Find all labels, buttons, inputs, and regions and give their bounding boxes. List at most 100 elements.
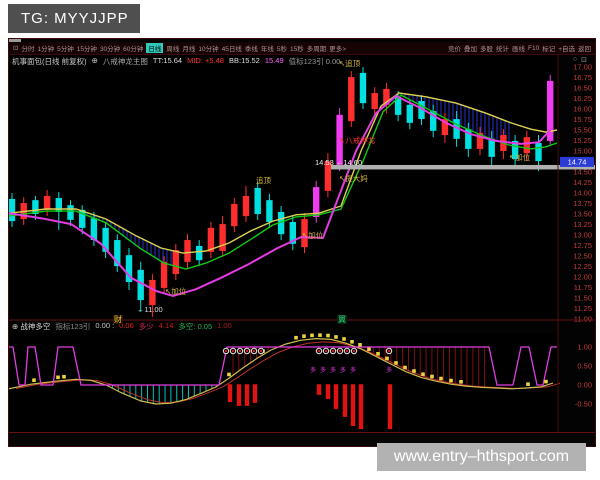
toolbar-tool-8[interactable]: 返回	[578, 46, 591, 53]
price-axis-label: 12.75	[573, 241, 592, 250]
price-axis-label: 12.00	[573, 273, 592, 282]
chart-corner-icons: ○ ⊡	[573, 56, 587, 64]
toolbar-period-16[interactable]: 多周期	[306, 46, 327, 53]
main-chart-plot[interactable]	[9, 55, 558, 320]
chart-annotation: ↖提大妈	[339, 173, 368, 183]
indicator-signal-square	[403, 365, 407, 370]
indicator-alert-dot	[231, 349, 235, 353]
toolbar-period-12[interactable]: 季线	[244, 46, 258, 53]
candle	[172, 250, 179, 275]
main-chart-header: 机事面包(日线 前复权) ⊕ 八戒神龙主图 TT:15.64 MID: +5.48 BB:…	[12, 56, 340, 67]
candle	[359, 72, 367, 104]
chart-annotation: 14.53 ←14.60	[315, 158, 362, 167]
indicator-plot[interactable]	[9, 333, 558, 432]
chart-annotation: ↖加位	[302, 230, 324, 240]
indicator-signal-square	[358, 343, 362, 347]
indicator-header-token: 4.14	[158, 321, 174, 330]
indicator-alert-dot	[331, 349, 335, 353]
candle	[523, 137, 530, 154]
toolbar-period-2[interactable]: 1分钟	[37, 46, 55, 53]
indicator-signal-square	[544, 379, 548, 384]
indicator-axis-label: 0.00	[577, 381, 592, 390]
indicator-signal-square	[318, 333, 322, 337]
toolbar-tool-4[interactable]: 画线	[512, 46, 525, 53]
price-axis-label: 13.00	[573, 231, 592, 240]
toolbar-tool-0[interactable]: 竞价	[448, 46, 461, 53]
candle	[79, 209, 86, 228]
toolbar-period-17[interactable]: 更多>	[329, 46, 347, 53]
candle	[547, 80, 554, 141]
toolbar-period-3[interactable]: 5分钟	[57, 46, 74, 53]
toolbar-period-14[interactable]: 5秒	[276, 46, 287, 53]
indicator-square-wave	[9, 346, 557, 386]
website-badge: www.entry–hthsport.com	[377, 443, 586, 471]
toolbar-period-4[interactable]: 15分钟	[76, 46, 97, 53]
last-price-badge	[560, 156, 594, 167]
main-header-token: 八戒神龙主图	[102, 57, 148, 66]
toolbar-period-11[interactable]: 45日线	[221, 46, 242, 53]
toolbar-period-7[interactable]: 日线	[146, 43, 164, 53]
toolbar-tool-6[interactable]: 标记	[542, 46, 556, 53]
period-toolbar-left: ⊡ 分时 1分钟 5分钟 15分钟 30分钟 60分钟 日线 周线 月线 10分钟 45日线 季线 年线 5…	[13, 42, 346, 54]
chart-annotation: ↖加位	[165, 286, 187, 296]
toolbar-period-10[interactable]: 10分钟	[198, 46, 219, 53]
toolbar-tool-3[interactable]: 统计	[496, 46, 509, 53]
tg-channel-badge: TG: MYYJJPP	[8, 4, 140, 33]
candle	[114, 240, 121, 267]
indicator-red-bar	[252, 384, 258, 403]
indicator-long-mark: 多	[350, 366, 356, 374]
indicator-red-bar	[325, 384, 331, 400]
candle	[301, 219, 308, 248]
candle	[266, 200, 273, 222]
xaxis-strip	[9, 433, 595, 446]
indicator-red-bar	[316, 384, 322, 395]
toolbar-period-6[interactable]: 60分钟	[123, 46, 144, 53]
candle	[254, 187, 261, 214]
candle	[67, 205, 74, 220]
indicator-signal-square	[376, 352, 380, 356]
indicator-axis-label: 0.50	[577, 362, 592, 371]
indicator-red-bar	[350, 384, 356, 427]
indicator-header-token: 0.06	[119, 321, 134, 330]
candle	[313, 187, 320, 217]
price-axis-label: 15.75	[573, 115, 592, 124]
toolbar-period-5[interactable]: 30分钟	[99, 46, 121, 53]
candle	[184, 240, 191, 262]
indicator-red-bar	[333, 384, 339, 409]
indicator-alert-dot	[345, 349, 349, 353]
toolbar-period-1[interactable]: 分时	[21, 46, 35, 53]
corner-icon[interactable]: ○	[572, 56, 578, 63]
corner-icon[interactable]: ⊡	[581, 57, 587, 64]
candle	[289, 221, 296, 244]
toolbar-tool-1[interactable]: 叠加	[464, 46, 477, 53]
indicator-signal-square	[526, 382, 530, 386]
candle	[32, 200, 39, 214]
ma-line-green	[9, 94, 558, 270]
toolbar-period-9[interactable]: 月线	[182, 46, 196, 53]
candle	[453, 119, 460, 139]
toolbar-period-0[interactable]: ⊡	[13, 45, 19, 52]
toolbar-period-15[interactable]: 15秒	[290, 46, 304, 53]
candle	[231, 203, 238, 227]
candle	[242, 195, 250, 217]
price-axis-label: 16.75	[573, 73, 592, 82]
indicator-signal-square	[394, 361, 398, 365]
indicator-red-bar	[227, 384, 233, 403]
indicator-signal-square	[430, 374, 434, 379]
price-axis-label: 11.25	[574, 304, 592, 313]
toolbar-period-13[interactable]: 年线	[260, 46, 274, 53]
toolbar-tool-2[interactable]: 多股	[480, 46, 493, 53]
toolbar-period-8[interactable]: 周线	[166, 46, 180, 53]
indicator-alert-dot	[224, 349, 228, 353]
ma-line-yellow	[9, 92, 558, 254]
indicator-signal-square	[310, 333, 314, 338]
indicator-alert-dot	[317, 349, 321, 353]
indicator-alert-dot	[252, 349, 256, 353]
candle	[535, 143, 542, 162]
toolbar-tool-7[interactable]: +自选	[558, 46, 575, 53]
toolbar-tool-5[interactable]: F10	[528, 44, 540, 52]
candle	[43, 195, 51, 210]
price-axis-label: 15.50	[573, 126, 592, 135]
indicator-red-bar	[236, 384, 242, 406]
